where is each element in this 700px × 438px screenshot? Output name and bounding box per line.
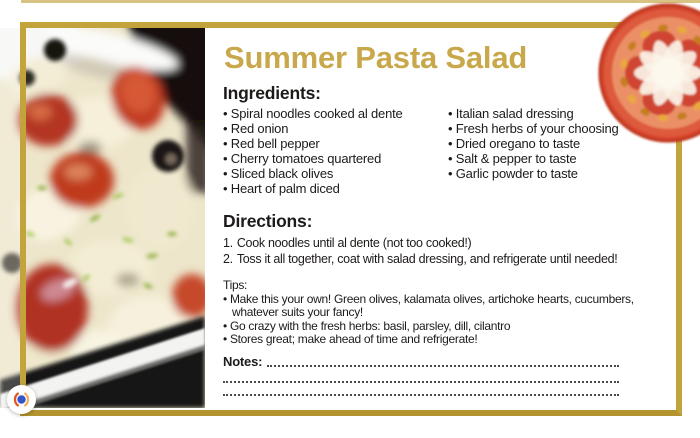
- ingredient-item: Cherry tomatoes quartered: [223, 151, 448, 166]
- ingredient-item: Red bell pepper: [223, 136, 448, 151]
- ingredient-item: Italian salad dressing: [448, 106, 619, 121]
- tip-item: Go crazy with the fresh herbs: basil, pa…: [223, 319, 658, 334]
- notes-dotted-line: [267, 365, 619, 367]
- tips-list: Make this your own! Green olives, kalama…: [223, 292, 658, 347]
- ingredient-item: Spiral noodles cooked al dente: [223, 106, 448, 121]
- ingredient-item: Sliced black olives: [223, 166, 448, 181]
- lens-logo-art: [13, 392, 30, 407]
- directions-list: 1. Cook noodles until al dente (not too c…: [223, 235, 618, 267]
- direction-step: 2. Toss it all together, coat with salad …: [223, 251, 618, 267]
- tips-section: Tips: Make this your own! Green olives, …: [223, 278, 658, 347]
- top-gold-strip: [21, 0, 700, 3]
- directions-heading: Directions:: [223, 211, 313, 231]
- notes-label: Notes:: [223, 354, 263, 369]
- ingredients-column-2: Italian salad dressingFresh herbs of you…: [448, 106, 619, 197]
- notes-dotted-line: [223, 394, 619, 396]
- step-text: Toss it all together, coat with salad dr…: [236, 252, 618, 266]
- ingredient-item: Garlic powder to taste: [448, 166, 619, 181]
- notes-section: Notes:: [223, 355, 619, 369]
- ingredient-item: Salt & pepper to taste: [448, 151, 619, 166]
- ingredient-item: Red onion: [223, 121, 448, 136]
- step-number: 2.: [223, 252, 233, 266]
- page-title: Summer Pasta Salad: [224, 40, 528, 75]
- lens-logo-icon: [7, 385, 36, 414]
- ingredient-item: Heart of palm diced: [223, 181, 448, 196]
- ingredient-item: Fresh herbs of your choosing: [448, 121, 619, 136]
- direction-step: 1. Cook noodles until al dente (not too c…: [223, 235, 617, 251]
- step-number: 1.: [223, 236, 233, 250]
- tomato-slice-art: [598, 3, 700, 143]
- ingredients-column-1: Spiral noodles cooked al denteRed onionR…: [223, 106, 448, 197]
- ingredient-item: Dried oregano to taste: [448, 136, 619, 151]
- step-text: Cook noodles until al dente (not too coo…: [236, 236, 472, 250]
- ingredients-columns: Spiral noodles cooked al denteRed onionR…: [223, 106, 619, 197]
- gold-border-frame: [20, 22, 682, 416]
- ingredients-heading: Ingredients:: [223, 83, 321, 103]
- tip-item: Stores great; make ahead of time and ref…: [223, 333, 658, 347]
- tip-item: Make this your own! Green olives, kalama…: [223, 292, 658, 320]
- tomato-slice-photo: [596, 2, 700, 147]
- tips-heading: Tips:: [223, 278, 248, 292]
- notes-dotted-line: [223, 381, 619, 383]
